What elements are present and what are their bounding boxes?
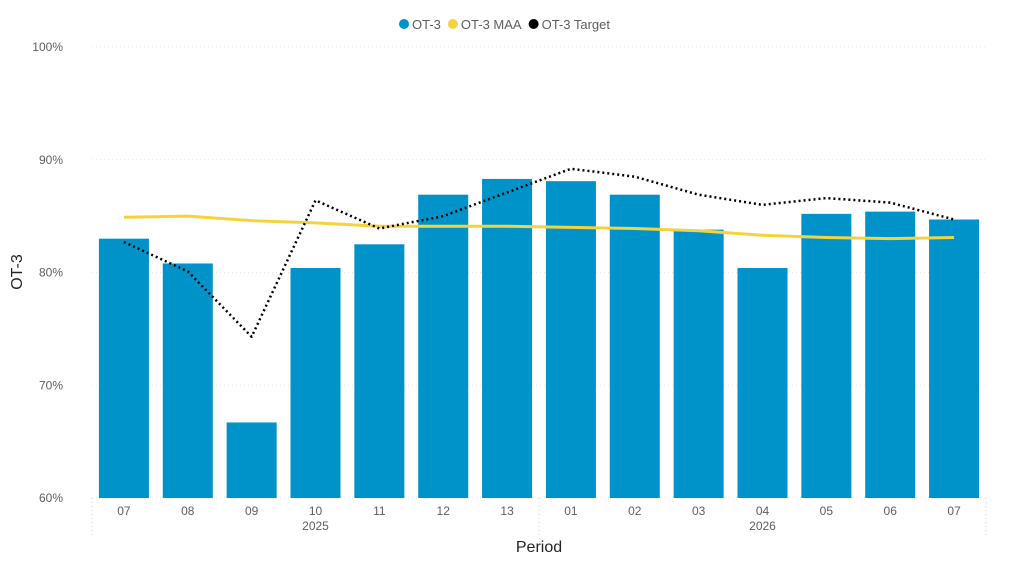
bar-ot-3: [290, 267, 341, 498]
legend-marker-icon: [528, 19, 539, 29]
x-tick-label: 07: [117, 504, 131, 518]
x-tick-label: 02: [628, 504, 642, 518]
x-group-label: 2025: [302, 519, 329, 533]
y-tick-label: 80%: [39, 266, 63, 280]
legend-item: OT-3: [412, 17, 441, 32]
legend-marker-icon: [447, 19, 458, 29]
bar-ot-3: [737, 267, 788, 498]
line-ot-3-target: [123, 167, 955, 339]
legend-item: OT-3 Target: [542, 17, 611, 32]
bar-ot-3: [609, 194, 660, 498]
x-tick-label: 09: [245, 504, 259, 518]
bar-ot-3: [865, 211, 916, 499]
y-tick-label: 90%: [39, 153, 63, 167]
line-ot-3-maa: [123, 214, 955, 241]
x-tick-label: 04: [756, 504, 770, 518]
x-tick-label: 05: [820, 504, 834, 518]
x-tick-label: 06: [884, 504, 898, 518]
y-tick-label: 70%: [39, 378, 63, 392]
legend-item: OT-3 MAA: [461, 17, 522, 32]
bar-ot-3: [418, 194, 469, 498]
x-tick-label: 03: [692, 504, 706, 518]
x-axis-title: Period: [516, 539, 562, 556]
x-tick-label: 10: [309, 504, 323, 518]
bar-ot-3: [929, 219, 980, 498]
bar-ot-3: [98, 238, 149, 499]
bar-ot-3: [162, 263, 213, 498]
x-group-label: 2026: [749, 519, 776, 533]
bar-ot-3: [545, 181, 596, 499]
y-tick-label: 60%: [39, 491, 63, 505]
legend-marker-icon: [399, 19, 409, 29]
bar-ot-3: [673, 229, 724, 498]
x-tick-label: 01: [564, 504, 578, 518]
x-tick-label: 08: [181, 504, 195, 518]
y-axis-title: OT-3: [9, 254, 26, 290]
x-tick-label: 12: [437, 504, 451, 518]
x-tick-label: 07: [947, 504, 961, 518]
y-tick-label: 100%: [32, 40, 63, 54]
bar-ot-3: [482, 178, 533, 499]
x-tick-label: 11: [373, 504, 386, 518]
bar-ot-3: [354, 244, 405, 498]
bar-ot-3: [226, 422, 277, 498]
x-tick-label: 13: [500, 504, 514, 518]
bar-ot-3: [801, 213, 852, 498]
